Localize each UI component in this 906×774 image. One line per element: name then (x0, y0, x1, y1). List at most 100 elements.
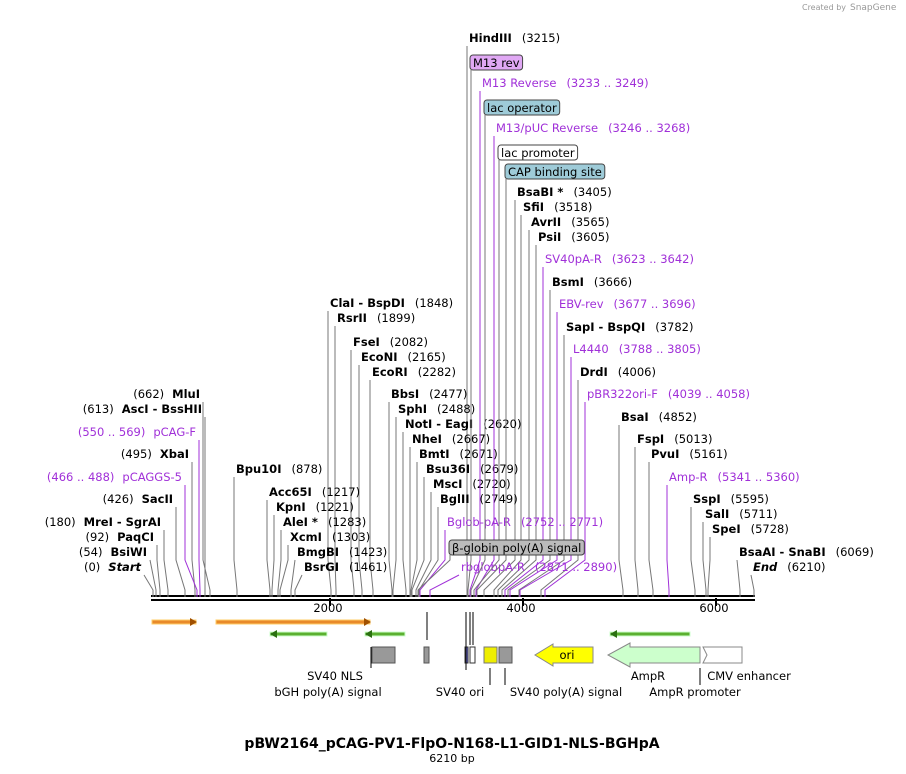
label-name: EcoRI (372, 365, 408, 379)
label-name: BglII (440, 492, 470, 506)
label-position: (2620) (483, 417, 521, 431)
label-name: AscI - BssHII (122, 402, 202, 416)
ruler-label: 2000 (313, 601, 342, 615)
leader-line (648, 462, 654, 597)
label-name: SfiI (523, 200, 544, 214)
label-name: NotI - EagI (405, 417, 473, 431)
label-position: (6210) (787, 560, 825, 574)
feature-label: lac operator (487, 101, 557, 115)
title: pBW2164_pCAG-PV1-FlpO-N168-L1-GID1-NLS-B… (244, 736, 659, 752)
label-name: PvuI (651, 447, 679, 461)
label-position: (92) (86, 530, 110, 544)
label-name: BsiWI (110, 545, 147, 559)
leader-line (544, 402, 586, 597)
feature-label: AmpR promoter (649, 685, 741, 699)
label-position: (466 .. 488) (47, 470, 115, 484)
label-position: (2752 .. 2771) (521, 515, 603, 529)
label-position: (878) (291, 462, 322, 476)
label-name: SV40pA-R (545, 252, 602, 266)
label-name: EBV-rev (559, 297, 604, 311)
label-position: (1221) (316, 500, 354, 514)
label-position: (0) (84, 560, 100, 574)
label-name: M13/pUC Reverse (496, 121, 598, 135)
leader-line (294, 574, 303, 597)
label-position: (3233 .. 3249) (566, 76, 648, 90)
label-position: (3782) (655, 320, 693, 334)
feature-label: β-globin poly(A) signal (452, 541, 581, 555)
leader-line (473, 159, 500, 597)
leader-line (198, 440, 201, 597)
leader-line (271, 515, 275, 597)
created-by: Created by (802, 3, 846, 12)
label-position: (5595) (731, 492, 769, 506)
label-name: BbsI (391, 387, 419, 401)
label-name: HindIII (469, 31, 512, 45)
label-name: Bsu36I (426, 462, 470, 476)
leader-line (634, 447, 639, 597)
label-position: (1423) (349, 545, 387, 559)
leader-line (707, 537, 711, 597)
label-position: (3605) (571, 230, 609, 244)
label-position: (3677 .. 3696) (614, 297, 696, 311)
leader-line (191, 462, 196, 597)
label-name: BmtI (419, 447, 450, 461)
feature-label: SV40 NLS (307, 669, 363, 683)
label-name: KpnI (276, 500, 306, 514)
label-position: (550 .. 569) (78, 425, 146, 439)
label-position: (1283) (328, 515, 366, 529)
label-name: Bglob-pA-R (447, 515, 511, 529)
label-position: (2488) (437, 402, 475, 416)
label-position: (2720) (472, 477, 510, 491)
label-position: (1899) (377, 311, 415, 325)
label-name: SspI (693, 492, 721, 506)
label-position: (3246 .. 3268) (608, 121, 690, 135)
label-position: (5728) (751, 522, 789, 536)
label-name: XcmI (290, 530, 322, 544)
leader-line (350, 350, 355, 597)
feature-label: ori (560, 648, 575, 662)
label-position: (180) (45, 515, 76, 529)
label-name: pCAG-F (153, 425, 196, 439)
leader-line (419, 530, 446, 597)
leader-line (290, 559, 296, 597)
leader-line (410, 462, 418, 597)
leader-line (402, 432, 407, 597)
label-name: BsaI (621, 410, 649, 424)
feature-box (469, 54, 524, 71)
label-position: (3565) (571, 215, 609, 229)
leader-line (415, 492, 432, 597)
label-position: (2477) (429, 387, 467, 401)
label-name: L4440 (573, 342, 609, 356)
leader-line (277, 530, 282, 597)
label-name: SapI - BspQI (566, 320, 645, 334)
label-name: Amp-R (669, 470, 708, 484)
label-name: XbaI (160, 447, 189, 461)
leader-line (429, 574, 460, 597)
label-name: SpeI (712, 522, 741, 536)
feature-label: SV40 poly(A) signal (510, 685, 622, 699)
label-name: M13 Reverse (482, 76, 556, 90)
label-name: NheI (412, 432, 442, 446)
label-name: RsrII (337, 311, 367, 325)
leader-line (149, 559, 157, 597)
label-name: MluI (172, 387, 200, 401)
leader-line (540, 380, 579, 597)
leader-line (501, 245, 537, 597)
label-position: (5341 .. 5360) (718, 470, 800, 484)
label-name: BsaBI * (517, 185, 563, 199)
label-name: BsrGI (304, 560, 339, 574)
leader-line (143, 574, 154, 597)
label-name: MreI - SgrAI (84, 515, 161, 529)
label-position: (613) (83, 402, 114, 416)
label-name: ClaI - BspDI (330, 296, 405, 310)
feature-label: M13 rev (473, 56, 520, 70)
leader-line (690, 507, 696, 597)
leader-line (750, 574, 755, 597)
leader-line (504, 267, 544, 597)
feature-box (504, 163, 606, 180)
label-name: pBR322ori-F (587, 387, 658, 401)
leader-line (202, 402, 211, 597)
leader-line (233, 477, 238, 597)
feature-box (497, 144, 579, 161)
